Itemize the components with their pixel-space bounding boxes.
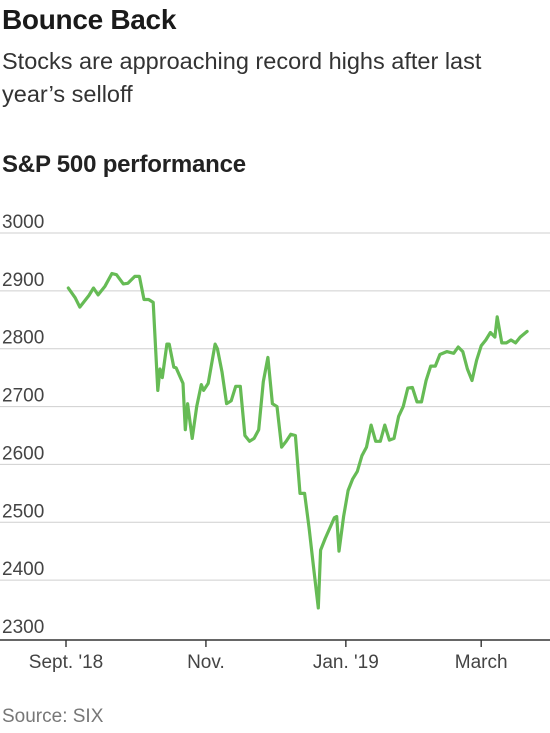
chart-subtitle: Stocks are approaching record highs afte… xyxy=(2,48,482,107)
x-tick-label: Sept. '18 xyxy=(29,652,103,673)
line-chart: 3000 2900 2800 2700 2600 2500 2400 2300 Sept. '… xyxy=(0,212,550,673)
gridlines xyxy=(0,232,550,641)
x-tick-label: Nov. xyxy=(187,652,225,673)
chart-title: Bounce Back xyxy=(2,4,177,35)
x-tick-labels: Sept. '18 Nov. Jan. '19 March xyxy=(29,640,508,673)
y-tick-label: 2500 xyxy=(2,501,44,522)
y-tick-labels: 3000 2900 2800 2700 2600 2500 2400 2300 xyxy=(2,212,44,638)
x-tick-label: Jan. '19 xyxy=(313,652,379,673)
y-tick-label: 2400 xyxy=(2,559,44,580)
source-note: Source: SIX xyxy=(2,706,104,727)
y-tick-label: 2900 xyxy=(2,270,44,291)
y-tick-label: 2300 xyxy=(2,617,44,638)
x-tick-label: March xyxy=(455,652,508,673)
chart-label: S&P 500 performance xyxy=(2,151,246,178)
series-layer xyxy=(66,271,529,610)
y-tick-label: 2600 xyxy=(2,443,44,464)
y-tick-label: 2800 xyxy=(2,328,44,349)
series-line xyxy=(66,271,529,610)
y-tick-label: 2700 xyxy=(2,386,44,407)
y-tick-label: 3000 xyxy=(2,212,44,233)
